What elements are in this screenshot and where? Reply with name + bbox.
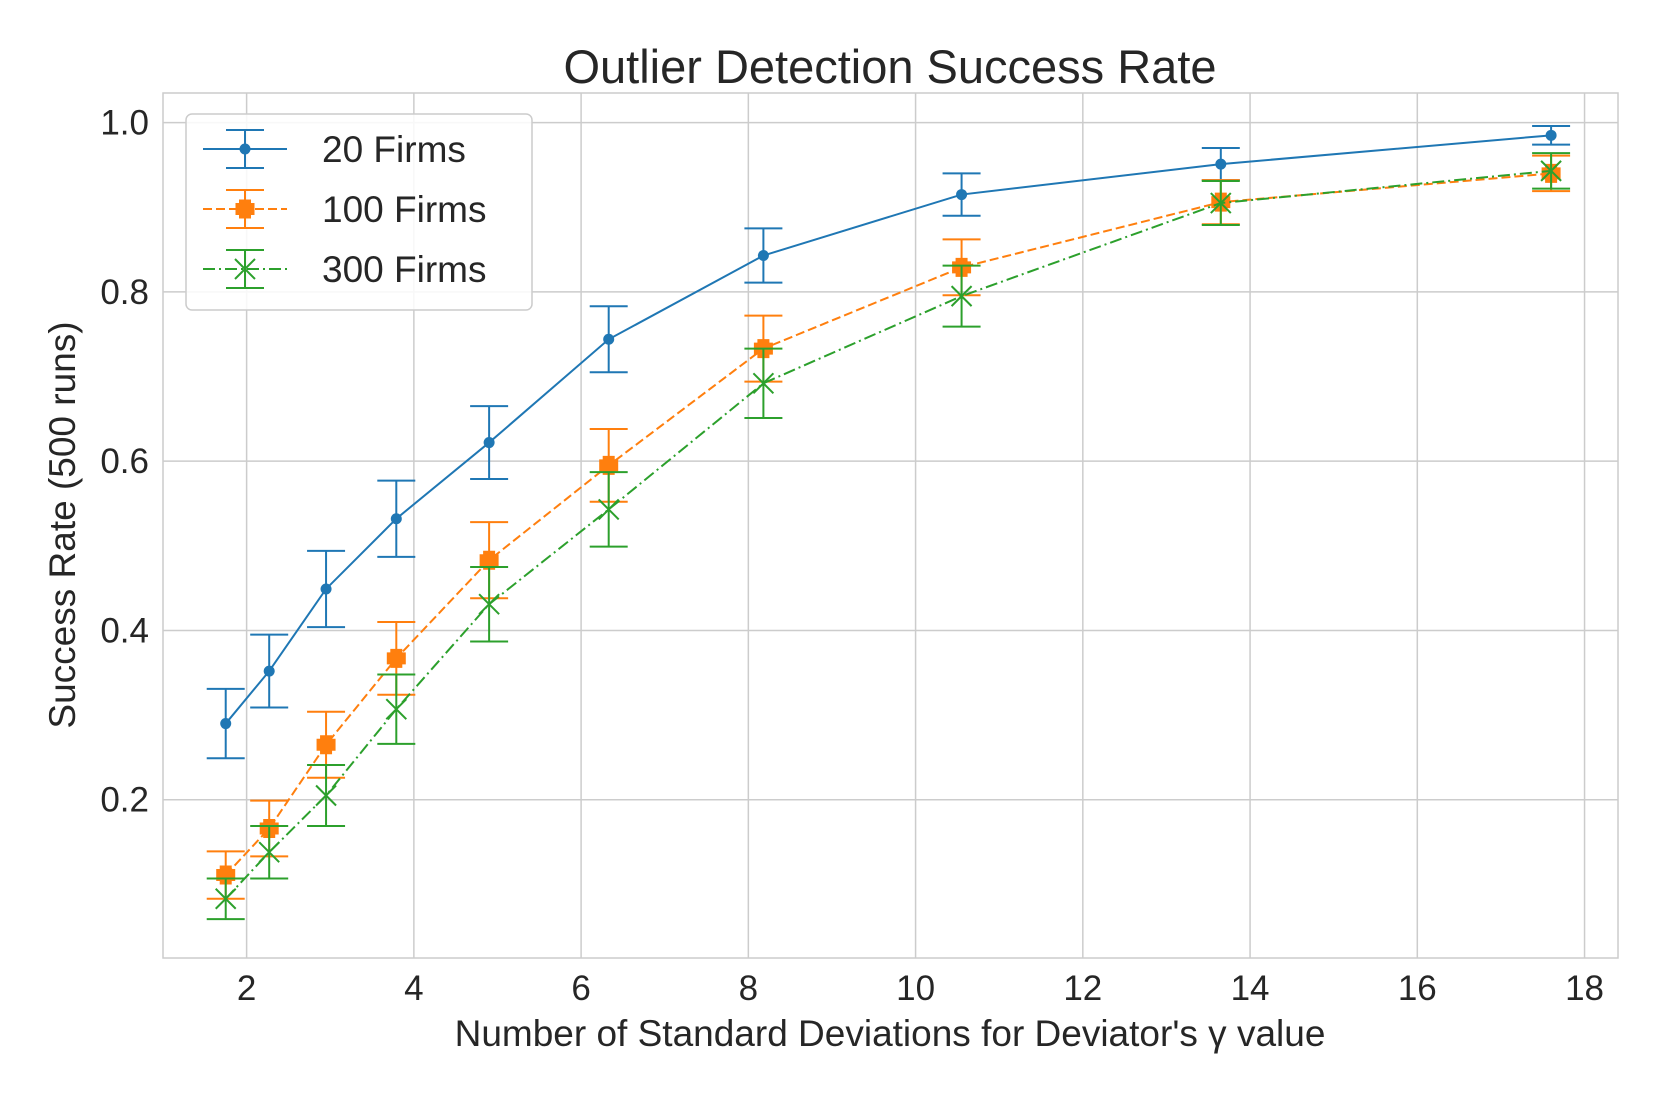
x-tick-label: 18 [1565, 969, 1604, 1008]
data-point [1540, 160, 1562, 182]
data-point [478, 593, 500, 615]
x-tick-label: 4 [404, 969, 423, 1008]
y-axis-label: Success Rate (500 runs) [42, 321, 83, 728]
legend-label: 20 Firms [322, 129, 466, 170]
y-tick-label: 1.0 [100, 104, 149, 143]
x-axis-label: Number of Standard Deviations for Deviat… [455, 1013, 1326, 1054]
series-layer [206, 125, 1571, 921]
series-line [224, 169, 1552, 900]
data-point [234, 258, 256, 280]
data-point [752, 372, 775, 395]
legend: 20 Firms 100 Firms 300 Firms [185, 113, 533, 311]
data-point [1545, 129, 1557, 141]
data-point [320, 583, 332, 595]
data-point [235, 199, 255, 219]
legend-entry: 300 Firms [203, 249, 486, 290]
data-point [216, 865, 236, 885]
x-tick-label: 12 [1063, 969, 1102, 1008]
chart-title: Outlier Detection Success Rate [563, 40, 1216, 93]
y-tick-label: 0.8 [100, 273, 149, 312]
data-point [315, 784, 337, 807]
y-tick-label: 0.4 [100, 611, 149, 650]
series-line [224, 134, 1552, 725]
data-point [390, 513, 402, 525]
data-point [1215, 158, 1227, 170]
x-tick-label: 16 [1398, 969, 1437, 1008]
series-3 [206, 152, 1571, 921]
x-tick-label: 6 [571, 969, 590, 1008]
x-tick-label: 14 [1231, 969, 1270, 1008]
legend-label: 300 Firms [322, 249, 486, 290]
data-point [239, 143, 251, 155]
tick-labels: 2 4 6 8 10 12 14 16 18 0.2 0.4 0.6 0.8 1.0 [100, 104, 1604, 1008]
data-point [1210, 192, 1232, 214]
y-tick-label: 0.6 [100, 442, 149, 481]
data-point [599, 455, 619, 475]
data-point [215, 888, 237, 910]
data-point [263, 665, 275, 677]
plot-frame [162, 92, 1619, 959]
data-point [258, 841, 280, 863]
x-tick-label: 8 [739, 969, 758, 1008]
data-point [479, 550, 499, 570]
data-point [757, 250, 769, 262]
data-point [483, 437, 495, 449]
data-point [597, 498, 620, 521]
legend-entry: 100 Firms [203, 189, 486, 230]
series-line [224, 172, 1552, 876]
legend-entry: 20 Firms [203, 129, 466, 170]
x-tick-label: 2 [237, 969, 256, 1008]
data-point [385, 698, 408, 720]
series-1 [206, 125, 1571, 760]
data-point [603, 333, 615, 345]
legend-label: 100 Firms [322, 189, 486, 230]
data-point [956, 189, 968, 201]
data-point [386, 648, 406, 668]
x-tick-label: 10 [896, 969, 935, 1008]
grid [163, 93, 1618, 958]
legend-box [185, 113, 533, 311]
data-point [220, 718, 232, 730]
data-point [950, 285, 973, 307]
data-point [316, 735, 336, 755]
y-tick-label: 0.2 [100, 781, 149, 820]
